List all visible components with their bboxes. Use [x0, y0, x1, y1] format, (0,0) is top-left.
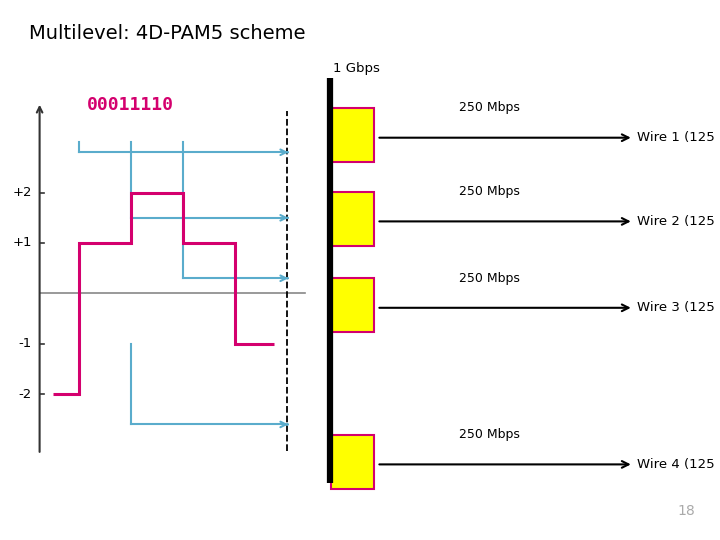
Text: 250 Mbps: 250 Mbps	[459, 428, 520, 441]
Text: 18: 18	[677, 504, 695, 518]
Text: 250 Mbps: 250 Mbps	[459, 272, 520, 285]
Text: Multilevel: 4D-PAM5 scheme: Multilevel: 4D-PAM5 scheme	[29, 24, 305, 43]
Text: Wire 4 (125 MBd): Wire 4 (125 MBd)	[637, 458, 720, 471]
Text: 250 Mbps: 250 Mbps	[459, 102, 520, 114]
Text: Wire 2 (125 MBd): Wire 2 (125 MBd)	[637, 215, 720, 228]
Text: Wire 1 (125 MBd): Wire 1 (125 MBd)	[637, 131, 720, 144]
Text: 1 Gbps: 1 Gbps	[333, 62, 380, 75]
Text: Wire 3 (125 MBd): Wire 3 (125 MBd)	[637, 301, 720, 314]
Text: -1: -1	[19, 338, 32, 350]
Text: 250 Mbps: 250 Mbps	[459, 185, 520, 198]
Text: -2: -2	[19, 388, 32, 401]
Text: +1: +1	[12, 237, 32, 249]
Text: 00011110: 00011110	[87, 97, 174, 114]
Text: +2: +2	[12, 186, 32, 199]
